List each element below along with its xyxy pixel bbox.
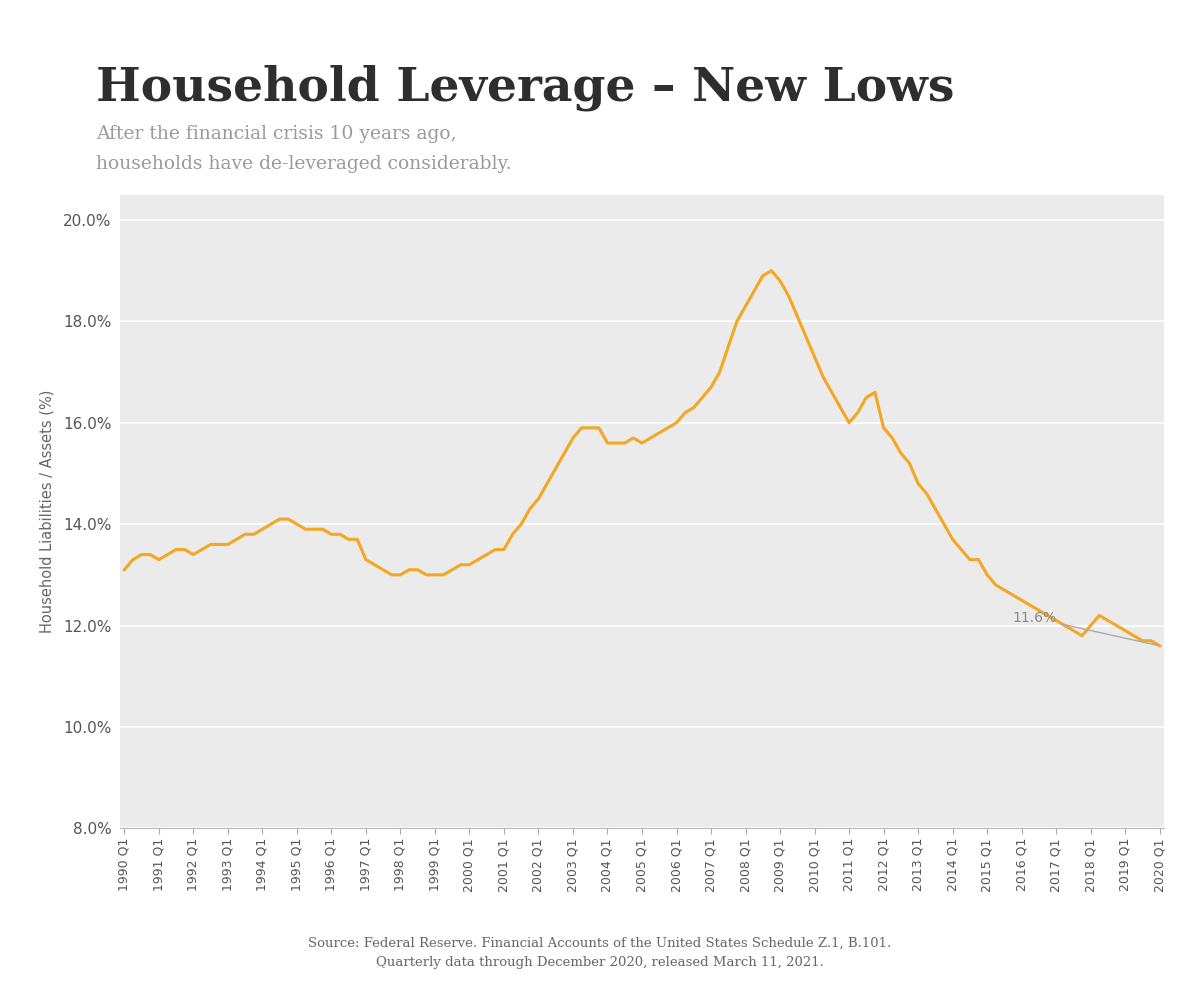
Text: 11.6%: 11.6% (1012, 611, 1157, 646)
Text: Source: Federal Reserve. Financial Accounts of the United States Schedule Z.1, B: Source: Federal Reserve. Financial Accou… (308, 937, 892, 969)
Text: households have de-leveraged considerably.: households have de-leveraged considerabl… (96, 155, 511, 173)
Y-axis label: Household Liabilities / Assets (%): Household Liabilities / Assets (%) (40, 390, 55, 633)
Text: After the financial crisis 10 years ago,: After the financial crisis 10 years ago, (96, 125, 457, 143)
Text: Household Leverage – New Lows: Household Leverage – New Lows (96, 65, 954, 112)
